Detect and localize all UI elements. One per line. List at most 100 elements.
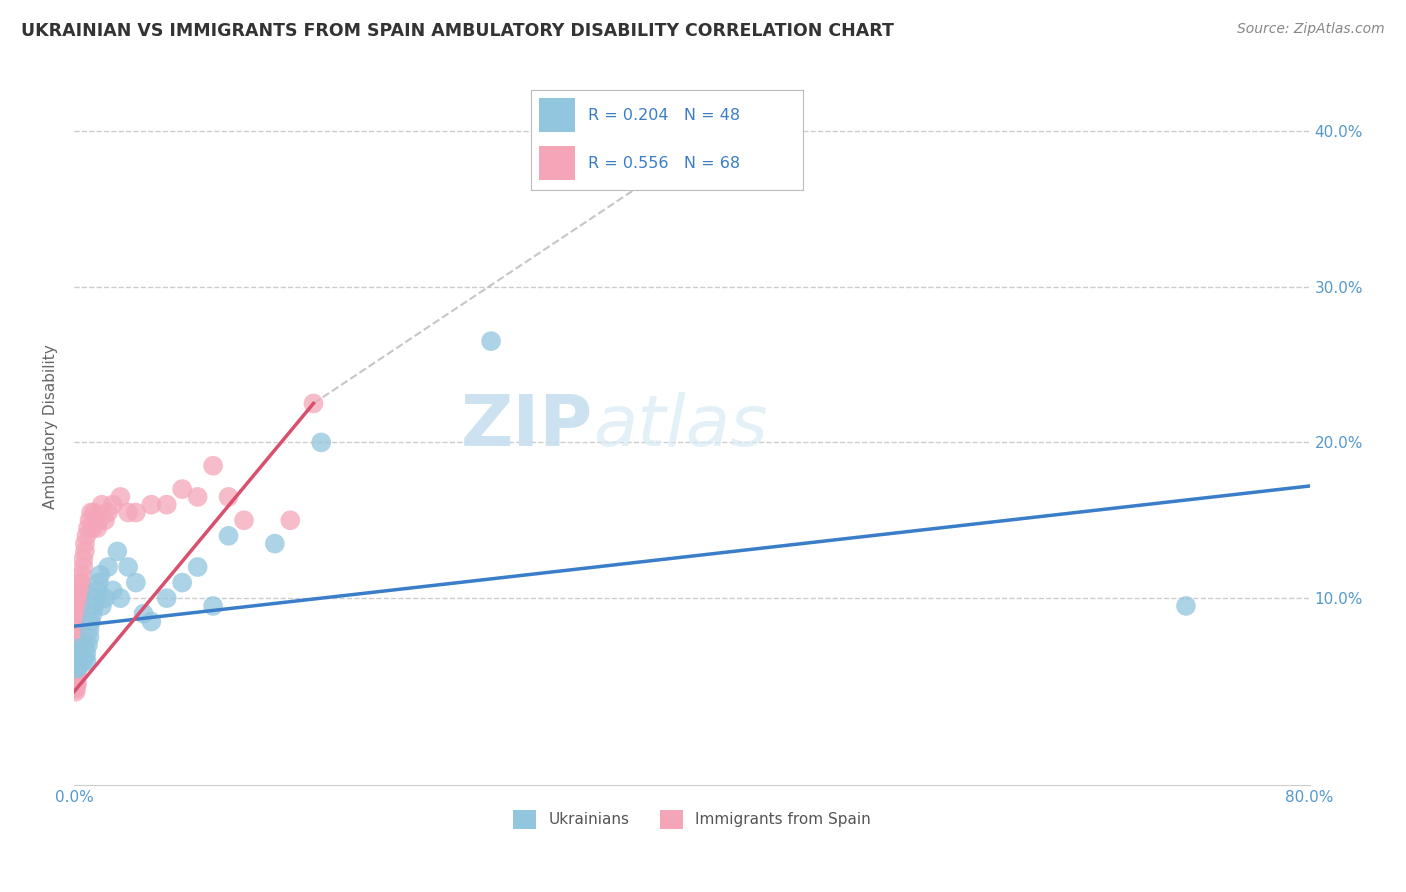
Point: [66, 607, 89, 621]
Point: [156, 498, 179, 512]
Point: [94, 513, 117, 527]
Point: [172, 482, 194, 496]
Point: [65, 669, 87, 683]
Point: [65, 634, 87, 648]
Point: [65, 665, 87, 680]
Point: [125, 506, 148, 520]
Point: [90, 599, 112, 613]
Point: [70, 583, 93, 598]
Point: [66, 661, 89, 675]
Point: [65, 653, 87, 667]
Point: [65, 672, 87, 686]
Point: [66, 615, 89, 629]
Point: [67, 599, 90, 613]
Point: [69, 599, 91, 613]
Point: [66, 669, 89, 683]
Point: [87, 513, 110, 527]
Point: [65, 653, 87, 667]
Point: [141, 498, 163, 512]
Point: [86, 521, 108, 535]
Point: [202, 458, 225, 473]
Point: [84, 591, 107, 606]
Point: [65, 678, 87, 692]
Point: [309, 435, 332, 450]
Point: [83, 599, 105, 613]
Point: [101, 583, 124, 598]
Point: [65, 647, 87, 661]
Text: UKRAINIAN VS IMMIGRANTS FROM SPAIN AMBULATORY DISABILITY CORRELATION CHART: UKRAINIAN VS IMMIGRANTS FROM SPAIN AMBUL…: [21, 22, 894, 40]
Point: [73, 544, 96, 558]
Point: [117, 560, 139, 574]
Point: [86, 583, 108, 598]
Point: [110, 591, 132, 606]
Point: [70, 657, 93, 671]
Point: [72, 653, 94, 667]
Point: [117, 506, 139, 520]
Point: [278, 513, 301, 527]
Point: [89, 567, 111, 582]
Point: [67, 591, 90, 606]
Point: [69, 575, 91, 590]
Point: [77, 521, 100, 535]
Point: [66, 623, 89, 637]
Point: [65, 675, 87, 690]
Point: [65, 677, 87, 691]
Point: [110, 490, 132, 504]
Point: [156, 591, 179, 606]
Point: [87, 575, 110, 590]
Point: [263, 536, 285, 550]
Point: [72, 560, 94, 574]
Point: [79, 630, 101, 644]
Point: [141, 615, 163, 629]
Point: [67, 650, 90, 665]
Point: [65, 650, 87, 665]
Point: [66, 646, 89, 660]
Point: [90, 498, 112, 512]
Point: [302, 396, 325, 410]
Point: [65, 681, 87, 696]
Point: [125, 575, 148, 590]
Point: [65, 638, 87, 652]
Point: [65, 640, 87, 655]
Point: [187, 560, 209, 574]
Point: [66, 638, 89, 652]
Point: [83, 506, 105, 520]
Legend: Ukrainians, Immigrants from Spain: Ukrainians, Immigrants from Spain: [508, 804, 877, 835]
Point: [66, 646, 89, 660]
Text: ZIP: ZIP: [461, 392, 593, 461]
Point: [65, 644, 87, 658]
Point: [202, 599, 225, 613]
Point: [72, 552, 94, 566]
Point: [67, 583, 90, 598]
Text: Source: ZipAtlas.com: Source: ZipAtlas.com: [1237, 22, 1385, 37]
Point: [97, 560, 120, 574]
Point: [218, 529, 240, 543]
Point: [66, 661, 89, 675]
Point: [70, 648, 93, 663]
Point: [69, 646, 91, 660]
Point: [70, 575, 93, 590]
Point: [65, 681, 87, 696]
Point: [70, 567, 93, 582]
Point: [80, 506, 103, 520]
Point: [69, 653, 91, 667]
Y-axis label: Ambulatory Disability: Ambulatory Disability: [44, 344, 58, 509]
Point: [66, 653, 89, 667]
Point: [79, 513, 101, 527]
Point: [67, 640, 90, 655]
Point: [73, 650, 96, 665]
Point: [69, 591, 91, 606]
Point: [94, 591, 117, 606]
Point: [67, 657, 90, 671]
Point: [105, 544, 128, 558]
Point: [233, 513, 256, 527]
Point: [79, 623, 101, 637]
Point: [82, 521, 104, 535]
Point: [67, 607, 90, 621]
Point: [1175, 599, 1198, 613]
Point: [479, 334, 502, 348]
Point: [75, 653, 97, 667]
Point: [66, 630, 89, 644]
Point: [187, 490, 209, 504]
Point: [73, 640, 96, 655]
